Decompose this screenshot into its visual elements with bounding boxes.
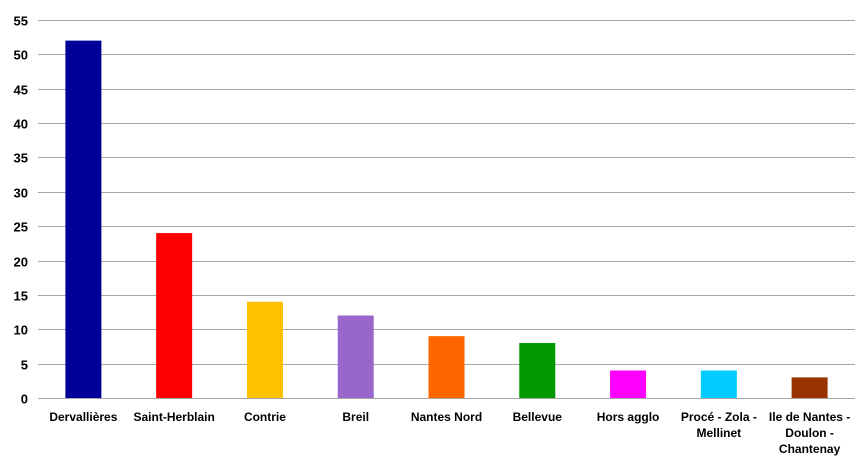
x-tick-label: Hors agglo [597,410,660,424]
x-tick-label-line: Breil [342,410,369,424]
x-tick-label: Procé - Zola - Mellinet [681,410,757,440]
x-tick-label-line: Doulon - [785,426,834,440]
y-tick-label: 40 [14,117,28,132]
x-tick-label-line: Nantes Nord [411,410,482,424]
bar [700,370,737,398]
bar [246,301,283,398]
x-tick-label-line: Hors agglo [597,410,660,424]
y-tick-label: 10 [14,323,28,338]
bar [428,336,465,398]
x-tick-label: Ile de Nantes - Doulon - Chantenay [769,410,850,456]
x-tick-label-line: Dervallières [49,410,117,424]
x-tick-label: Saint-Herblain [133,410,214,424]
y-axis: 0 5 10 15 20 25 30 35 40 45 50 55 [14,14,28,407]
bar [337,315,374,398]
x-tick-label-line: Procé - Zola - [681,410,757,424]
x-tick-label-line: Saint-Herblain [133,410,214,424]
x-axis: Dervallières Saint-Herblain Contrie Breil Na… [49,410,850,456]
bar [791,377,828,398]
y-tick-label: 0 [21,392,28,407]
x-tick-label: Contrie [244,410,286,424]
y-tick-label: 45 [14,83,28,98]
bar [65,40,102,398]
y-tick-label: 30 [14,186,28,201]
x-tick-label: Dervallières [49,410,117,424]
x-tick-label: Breil [342,410,369,424]
bars [65,40,828,398]
y-tick-label: 50 [14,48,28,63]
x-tick-label: Bellevue [513,410,563,424]
x-tick-label-line: Chantenay [779,442,841,456]
bar [519,343,556,398]
y-tick-label: 55 [14,14,28,29]
bar [156,233,193,398]
y-tick-label: 5 [21,358,28,373]
y-tick-label: 25 [14,220,28,235]
x-tick-label-line: Contrie [244,410,286,424]
x-tick-label-line: Mellinet [696,426,741,440]
bar [610,370,647,398]
x-tick-label-line: Bellevue [513,410,563,424]
y-tick-label: 20 [14,255,28,270]
x-tick-label-line: Ile de Nantes - [769,410,850,424]
y-tick-label: 35 [14,151,28,166]
x-tick-label: Nantes Nord [411,410,482,424]
y-tick-label: 15 [14,289,28,304]
